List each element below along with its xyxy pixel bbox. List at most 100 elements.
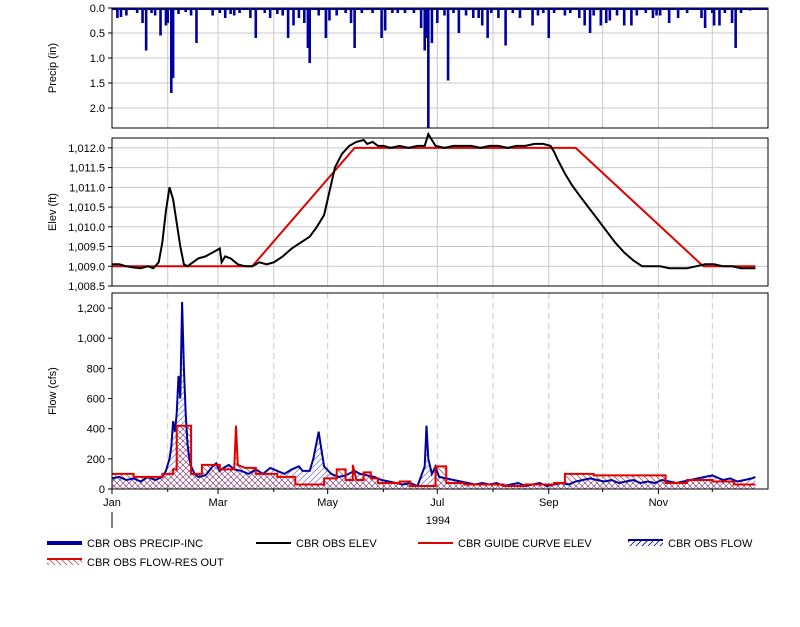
x-tick-label: May	[317, 497, 338, 509]
precip-bar	[723, 8, 727, 13]
legend-label: CBR GUIDE CURVE ELEV	[458, 538, 592, 550]
precip-bar	[223, 8, 227, 18]
precip-bar	[685, 8, 689, 13]
precip-bar	[391, 8, 394, 13]
precip-bar	[583, 8, 586, 26]
elev-grid	[112, 138, 768, 287]
x-tick-label: Mar	[209, 497, 228, 509]
precip-bar	[604, 8, 608, 23]
precip-bar	[116, 8, 119, 18]
precip-bars	[112, 8, 768, 128]
precip-bar	[166, 8, 170, 23]
precip-bar	[710, 8, 714, 13]
precip-bar	[644, 8, 648, 13]
obs-flow-hatch-area	[112, 302, 756, 489]
y-tick-label: 1.5	[90, 78, 105, 90]
precip-bar	[380, 8, 383, 38]
precip-bar	[184, 8, 187, 12]
precip-bar	[547, 8, 551, 38]
res-out-line	[112, 424, 756, 487]
precip-bar	[292, 8, 295, 26]
precip-bar	[563, 8, 567, 16]
precip-bar	[119, 8, 123, 17]
y-tick-label: 0	[99, 484, 105, 496]
precip-bar	[344, 8, 347, 13]
y-tick-label: 1,000	[77, 333, 105, 345]
precip-bar	[425, 8, 428, 38]
flow-series	[111, 301, 756, 489]
obs-elev-line	[112, 131, 756, 270]
elev-y-ticks: 1,008.5 1,009.0 1,009.5 1,010.0 1,010.5 1,011…	[68, 143, 112, 293]
legend-swatch-hatch	[628, 540, 663, 546]
precip-panel: 0.0 0.5 1.0 1.5 2.0 Precip (in)	[47, 3, 769, 129]
precip-bar	[536, 8, 540, 16]
y-tick-label: 1,011.0	[69, 182, 105, 194]
legend-item: CBR OBS FLOW-RES OUT	[47, 557, 224, 569]
precip-bar	[328, 8, 331, 21]
precip-bar	[531, 8, 534, 26]
precip-bar	[651, 8, 655, 18]
legend: CBR OBS PRECIP-INC CBR OBS ELEV CBR GUIDE …	[47, 538, 753, 569]
precip-bar	[658, 8, 662, 16]
y-tick-label: 1.0	[90, 53, 105, 65]
precip-bar	[303, 8, 306, 23]
precip-bar	[135, 8, 139, 13]
precip-bar	[712, 8, 716, 26]
precip-bar	[335, 8, 338, 16]
precip-bar	[412, 8, 416, 13]
legend-swatch-hatch	[47, 559, 82, 565]
precip-bar	[718, 8, 721, 26]
precip-bar	[353, 8, 356, 48]
precip-bar	[383, 8, 387, 31]
precip-bar	[403, 8, 407, 13]
precip-bar	[159, 8, 162, 36]
y-tick-label: 800	[87, 363, 105, 375]
legend-item: CBR OBS ELEV	[256, 538, 377, 550]
precip-bar	[622, 8, 626, 26]
precip-bar	[238, 8, 241, 13]
legend-item: CBR GUIDE CURVE ELEV	[418, 538, 592, 550]
x-year-label: 1994	[426, 515, 450, 527]
legend-item: CBR OBS FLOW	[628, 538, 753, 550]
precip-bar	[630, 8, 633, 26]
legend-label: CBR OBS FLOW	[668, 538, 753, 550]
y-tick-label: 600	[87, 394, 105, 406]
elev-panel: 1,008.5 1,009.0 1,009.5 1,010.0 1,010.5 1,011…	[47, 131, 769, 293]
y-tick-label: 0.0	[90, 3, 105, 15]
elev-y-label: Elev (ft)	[47, 193, 59, 231]
y-tick-label: 1,009.0	[68, 261, 105, 273]
y-tick-label: 2.0	[90, 103, 105, 115]
precip-bar	[608, 8, 612, 21]
precip-bar	[306, 8, 310, 48]
flow-y-ticks: 0 200 400 600 800 1,000 1,200	[77, 303, 112, 496]
precip-bar	[443, 8, 446, 16]
precip-bar	[423, 8, 427, 51]
precip-bar	[599, 8, 603, 26]
elev-frame	[111, 137, 769, 287]
precip-bar	[189, 8, 193, 16]
precip-bar	[635, 8, 639, 16]
precip-bar	[276, 8, 279, 14]
precip-bar	[170, 8, 173, 93]
y-tick-label: 200	[87, 454, 105, 466]
y-tick-label: 1,011.5	[69, 163, 105, 175]
legend-item: CBR OBS PRECIP-INC	[47, 538, 203, 550]
x-axis: 1994 Jan Mar May Jul Sep Nov	[103, 489, 713, 528]
flow-panel: 0 200 400 600 800 1,000 1,200 Flow (cfs)	[47, 292, 769, 496]
precip-bar	[730, 8, 734, 23]
precip-bar	[153, 8, 157, 16]
precip-bar	[457, 8, 461, 33]
precip-bar	[281, 8, 285, 16]
precip-bar	[125, 8, 128, 16]
y-tick-label: 1,200	[77, 303, 105, 315]
y-tick-label: 1,010.0	[68, 222, 105, 234]
precip-bar	[655, 8, 658, 16]
flow-frame	[111, 292, 769, 490]
legend-label: CBR OBS ELEV	[296, 538, 377, 550]
precip-bar	[739, 8, 743, 13]
precip-bar	[703, 8, 707, 28]
precip-bar	[464, 8, 468, 16]
precip-bar	[229, 8, 232, 14]
x-tick-label: Jan	[103, 497, 121, 509]
